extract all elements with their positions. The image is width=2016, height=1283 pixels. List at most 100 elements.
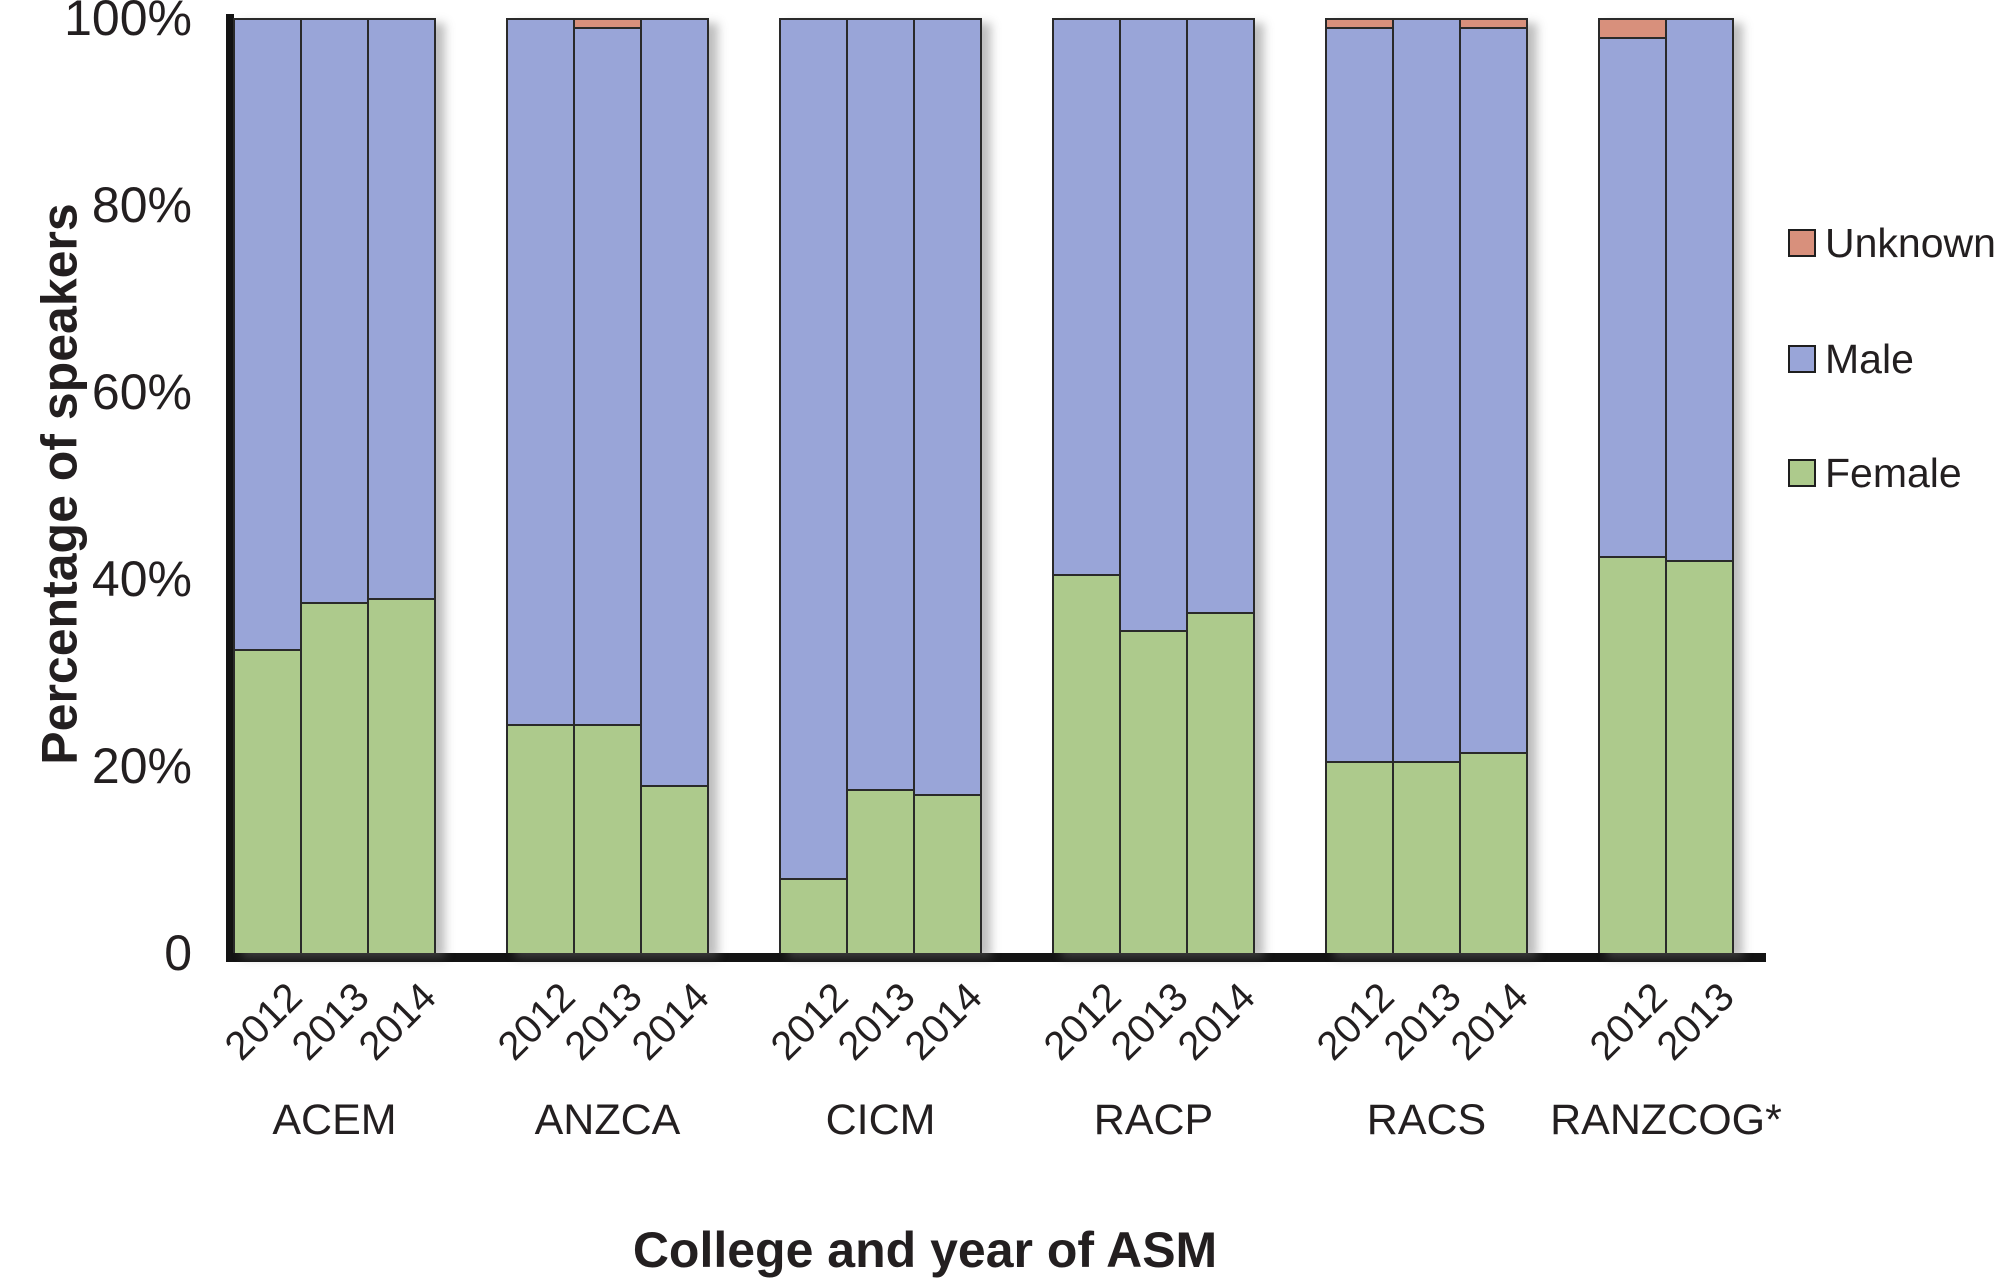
year-tick-label: 2013 xyxy=(1102,974,1197,1069)
legend-item-unknown: Unknown xyxy=(1788,221,1996,265)
y-tick-label: 60% xyxy=(91,364,192,420)
bar-segment-female xyxy=(1119,630,1188,953)
bar-segment-female xyxy=(1186,612,1255,953)
bar-group-ACEM xyxy=(233,18,436,953)
bar-segment-female xyxy=(1052,574,1121,953)
bar-segment-unknown xyxy=(573,18,642,27)
bar-segment-female xyxy=(1325,761,1394,953)
bar-group-RACP xyxy=(1052,18,1255,953)
bar-segment-male xyxy=(1119,18,1188,630)
legend-swatch-unknown-icon xyxy=(1788,229,1816,257)
bar-segment-male xyxy=(640,18,709,785)
bar-RACP-2012 xyxy=(1052,18,1121,953)
bar-segment-male xyxy=(846,18,915,789)
year-tick-label: 2012 xyxy=(216,974,311,1069)
bar-segment-female xyxy=(233,649,302,953)
college-label-RANZCOG: RANZCOG* xyxy=(1550,1096,1782,1144)
y-axis-title: Percentage of speakers xyxy=(31,203,88,765)
bar-ACEM-2012 xyxy=(233,18,302,953)
bar-segment-female xyxy=(1598,556,1667,953)
bar-segment-male xyxy=(506,18,575,724)
bar-RANZCOG-2012 xyxy=(1598,18,1667,953)
bar-group-RANZCOG xyxy=(1598,18,1734,953)
bar-segment-male xyxy=(1052,18,1121,574)
y-tick-label: 80% xyxy=(91,177,192,233)
bar-segment-unknown xyxy=(1598,18,1667,37)
bar-ACEM-2013 xyxy=(300,18,369,953)
college-label-RACP: RACP xyxy=(1093,1096,1214,1144)
year-tick-label: 2013 xyxy=(283,974,378,1069)
y-tick-label: 100% xyxy=(64,0,192,46)
bar-segment-male xyxy=(1392,18,1461,761)
bar-group-ANZCA xyxy=(506,18,709,953)
legend-label: Female xyxy=(1825,450,1962,496)
y-tick-label: 40% xyxy=(91,551,192,607)
bar-segment-male xyxy=(1598,37,1667,556)
x-axis-line xyxy=(226,953,1766,962)
bar-ANZCA-2013 xyxy=(573,18,642,953)
bar-segment-female xyxy=(300,602,369,953)
bar-segment-female xyxy=(779,878,848,953)
year-tick-label: 2014 xyxy=(623,974,718,1069)
bar-segment-female xyxy=(1459,752,1528,953)
bar-segment-female xyxy=(506,724,575,953)
year-tick-label: 2012 xyxy=(762,974,857,1069)
college-label-ACEM: ACEM xyxy=(272,1096,397,1144)
bar-segment-male xyxy=(913,18,982,794)
bar-RACS-2012 xyxy=(1325,18,1394,953)
year-tick-label: 2012 xyxy=(489,974,584,1069)
bar-segment-male xyxy=(1186,18,1255,612)
bar-segment-unknown xyxy=(1325,18,1394,27)
y-axis-line xyxy=(226,14,234,962)
x-axis-title: College and year of ASM xyxy=(632,1222,1218,1278)
bar-ANZCA-2012 xyxy=(506,18,575,953)
year-tick-label: 2014 xyxy=(1442,974,1537,1069)
y-tick-label: 0 xyxy=(164,925,192,981)
bar-CICM-2012 xyxy=(779,18,848,953)
bar-RANZCOG-2013 xyxy=(1665,18,1734,953)
year-tick-label: 2012 xyxy=(1308,974,1403,1069)
bar-CICM-2014 xyxy=(913,18,982,953)
bar-segment-female xyxy=(1665,560,1734,953)
bar-segment-female xyxy=(846,789,915,953)
year-tick-label: 2012 xyxy=(1035,974,1130,1069)
bar-RACS-2013 xyxy=(1392,18,1461,953)
bar-RACP-2014 xyxy=(1186,18,1255,953)
bar-segment-female xyxy=(367,598,436,953)
bar-segment-male xyxy=(573,27,642,724)
bar-segment-female xyxy=(913,794,982,953)
legend-swatch-female-icon xyxy=(1788,459,1816,487)
year-tick-label: 2014 xyxy=(896,974,991,1069)
college-label-ANZCA: ANZCA xyxy=(534,1096,681,1144)
legend-item-male: Male xyxy=(1788,337,1914,381)
bar-segment-male xyxy=(1459,27,1528,752)
bar-segment-male xyxy=(300,18,369,602)
bar-segment-male xyxy=(367,18,436,598)
college-label-RACS: RACS xyxy=(1366,1096,1487,1144)
bar-segment-female xyxy=(1392,761,1461,953)
college-label-CICM: CICM xyxy=(825,1096,936,1144)
bar-segment-male xyxy=(1325,27,1394,761)
year-tick-label: 2014 xyxy=(350,974,445,1069)
year-tick-label: 2013 xyxy=(1375,974,1470,1069)
bar-group-RACS xyxy=(1325,18,1528,953)
legend-item-female: Female xyxy=(1788,451,1962,495)
year-tick-label: 2012 xyxy=(1581,974,1676,1069)
bar-ACEM-2014 xyxy=(367,18,436,953)
bar-group-CICM xyxy=(779,18,982,953)
legend-label: Unknown xyxy=(1825,220,1996,266)
year-tick-label: 2014 xyxy=(1169,974,1264,1069)
bar-segment-male xyxy=(233,18,302,649)
bar-segment-male xyxy=(779,18,848,878)
year-tick-label: 2013 xyxy=(829,974,924,1069)
legend-label: Male xyxy=(1825,336,1914,382)
bar-RACS-2014 xyxy=(1459,18,1528,953)
bar-segment-male xyxy=(1665,18,1734,560)
bar-ANZCA-2014 xyxy=(640,18,709,953)
legend-swatch-male-icon xyxy=(1788,345,1816,373)
y-tick-label: 20% xyxy=(91,738,192,794)
bar-RACP-2013 xyxy=(1119,18,1188,953)
year-tick-label: 2013 xyxy=(1648,974,1743,1069)
bar-CICM-2013 xyxy=(846,18,915,953)
